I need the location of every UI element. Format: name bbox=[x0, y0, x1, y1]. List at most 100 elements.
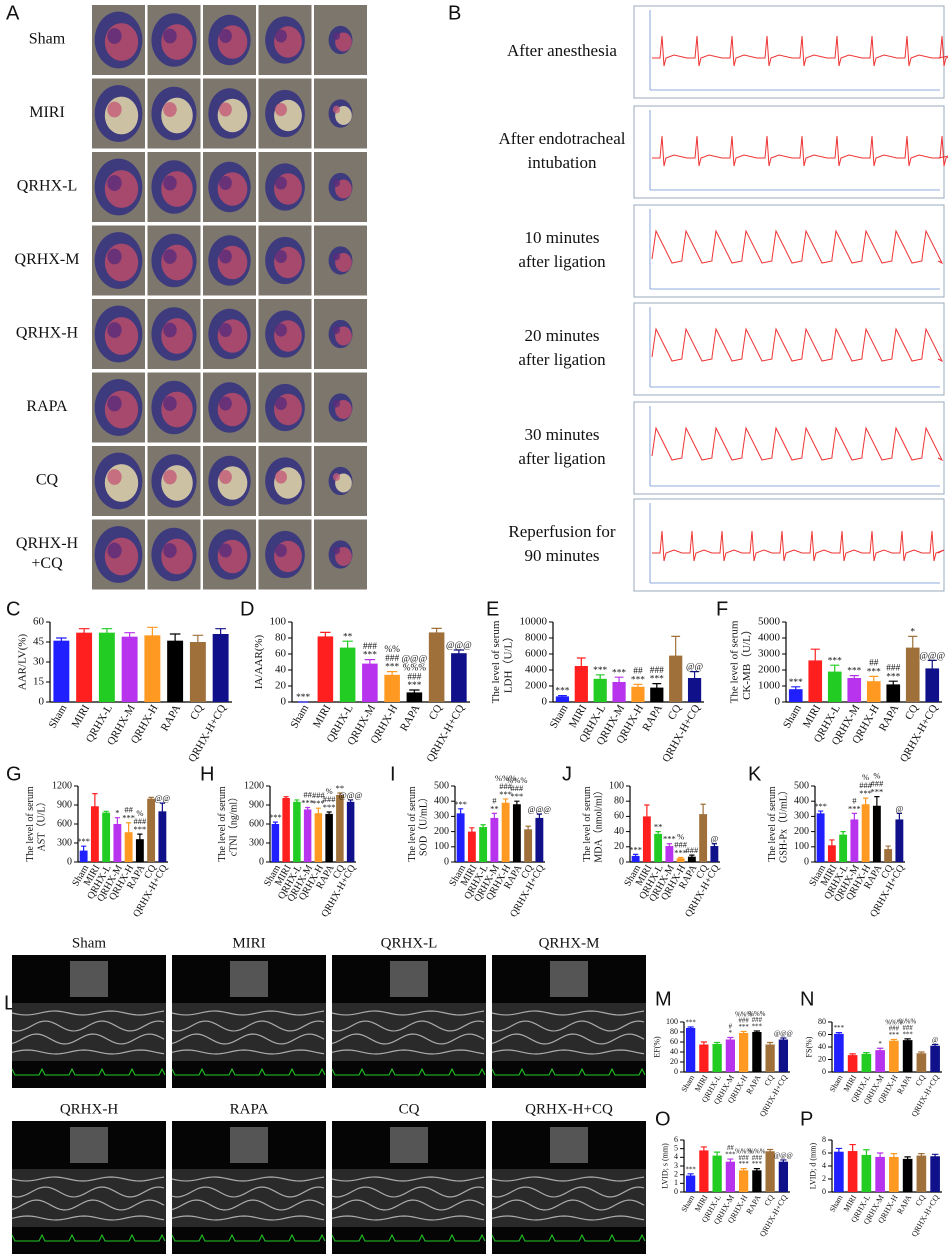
y-axis-label: cTNI（ng/ml） bbox=[227, 792, 239, 856]
y-tick-label: 60 bbox=[818, 1029, 826, 1038]
bar bbox=[79, 850, 88, 862]
y-tick-label: 60 bbox=[670, 1037, 678, 1046]
error-bar bbox=[931, 1043, 939, 1047]
heart-tissue bbox=[161, 538, 193, 575]
trace-label: 10 minutes bbox=[524, 228, 599, 247]
significance-mark: @ bbox=[895, 803, 903, 813]
significance-mark: *** bbox=[296, 693, 310, 703]
heart-tissue bbox=[275, 543, 287, 558]
significance-mark: %%% bbox=[403, 664, 427, 674]
bar bbox=[778, 1039, 789, 1072]
bar bbox=[406, 692, 423, 702]
significance-mark: % bbox=[326, 786, 333, 796]
bar bbox=[886, 684, 901, 702]
y-tick-label: 40 bbox=[614, 826, 624, 837]
error-bar bbox=[904, 1156, 911, 1161]
error-bar bbox=[727, 1158, 734, 1165]
y-tick-label: 20 bbox=[275, 680, 287, 692]
significance-mark: *** bbox=[903, 1031, 914, 1038]
y-axis-label: The level of serum bbox=[407, 786, 418, 861]
error-bar bbox=[326, 811, 332, 816]
x-tick-label: Sham bbox=[781, 702, 804, 730]
echo-wall bbox=[331, 1215, 485, 1221]
bar bbox=[384, 674, 400, 702]
heart-tissue bbox=[219, 396, 232, 411]
panel-letter: J bbox=[562, 763, 572, 785]
echo-wall bbox=[491, 1010, 645, 1016]
bar bbox=[124, 832, 133, 862]
error-bar bbox=[491, 812, 497, 823]
error-bar bbox=[431, 627, 442, 637]
bar bbox=[902, 1158, 913, 1192]
y-tick-label: 1200 bbox=[244, 780, 264, 791]
row-label: QRHX-H bbox=[16, 325, 79, 342]
y-tick-label: 300 bbox=[434, 811, 449, 822]
y-tick-label: 0 bbox=[619, 856, 624, 867]
heart-tissue bbox=[161, 171, 193, 207]
heart-tissue bbox=[275, 102, 287, 117]
bar bbox=[451, 653, 467, 702]
heart-tissue bbox=[104, 317, 139, 355]
significance-mark: %% bbox=[384, 645, 400, 655]
echo-wall bbox=[11, 1176, 165, 1182]
bar bbox=[765, 1151, 775, 1192]
bar bbox=[501, 802, 510, 862]
ecg-frame bbox=[633, 401, 945, 495]
trace-label: 20 minutes bbox=[524, 326, 599, 345]
bar bbox=[362, 663, 378, 702]
x-tick-label: Sham bbox=[828, 1073, 845, 1094]
x-tick-label: RAPA bbox=[744, 1073, 762, 1096]
trace-label: 30 minutes bbox=[524, 425, 599, 444]
echo-sector bbox=[550, 1127, 588, 1163]
bar bbox=[847, 1055, 858, 1072]
echo-label: MIRI bbox=[232, 935, 265, 951]
significance-mark: * bbox=[910, 628, 915, 638]
y-axis-label: LVID; d (mm) bbox=[809, 1142, 818, 1189]
heart-tissue bbox=[275, 470, 287, 484]
error-bar bbox=[791, 686, 801, 692]
y-axis-label: EF(%) bbox=[652, 1036, 661, 1058]
significance-mark: @@@ bbox=[339, 790, 363, 800]
bar bbox=[669, 655, 683, 702]
bar bbox=[687, 856, 696, 862]
ecg-trace bbox=[651, 327, 944, 363]
y-tick-label: 6000 bbox=[525, 648, 548, 660]
heart-tissue bbox=[163, 175, 177, 191]
heart-tissue bbox=[107, 322, 122, 338]
y-tick-label: 0 bbox=[444, 856, 449, 867]
significance-mark: *** bbox=[886, 672, 900, 682]
heart-tissue bbox=[161, 97, 193, 134]
heart-tissue bbox=[332, 105, 341, 114]
trace-label: after ligation bbox=[518, 449, 606, 468]
y-axis-label: The level of serum bbox=[217, 786, 228, 861]
error-bar bbox=[315, 807, 321, 819]
error-bar bbox=[595, 674, 605, 683]
y-tick-label: 20 bbox=[670, 1057, 678, 1066]
y-tick-label: 200 bbox=[794, 826, 809, 837]
echo-label: QRHX-L bbox=[381, 935, 438, 951]
heart-tissue bbox=[104, 243, 139, 282]
error-bar bbox=[342, 640, 353, 654]
significance-mark: %%% bbox=[748, 1011, 765, 1018]
panel-letter: A bbox=[6, 2, 20, 24]
bar bbox=[339, 647, 356, 702]
heart-tissue bbox=[161, 244, 193, 281]
bar bbox=[336, 794, 344, 862]
y-tick-label: 5 bbox=[674, 1143, 678, 1152]
bar bbox=[654, 833, 663, 862]
echo-wall bbox=[171, 1199, 325, 1211]
significance-mark: *** bbox=[499, 789, 512, 799]
heart-tissue bbox=[161, 465, 193, 501]
y-tick-label: 80 bbox=[818, 1017, 826, 1026]
heart-tissue bbox=[275, 396, 287, 411]
error-bar bbox=[740, 1030, 747, 1035]
error-bar bbox=[863, 1052, 870, 1056]
trace-label: After anesthesia bbox=[507, 41, 617, 60]
error-bar bbox=[666, 843, 672, 849]
bar bbox=[685, 1175, 696, 1192]
row-label: QRHX-H bbox=[16, 535, 79, 552]
significance-mark: %%% bbox=[506, 775, 527, 785]
significance-mark: ## bbox=[727, 1145, 734, 1152]
bar bbox=[872, 805, 881, 862]
y-axis-label: The level of serum bbox=[729, 620, 741, 703]
